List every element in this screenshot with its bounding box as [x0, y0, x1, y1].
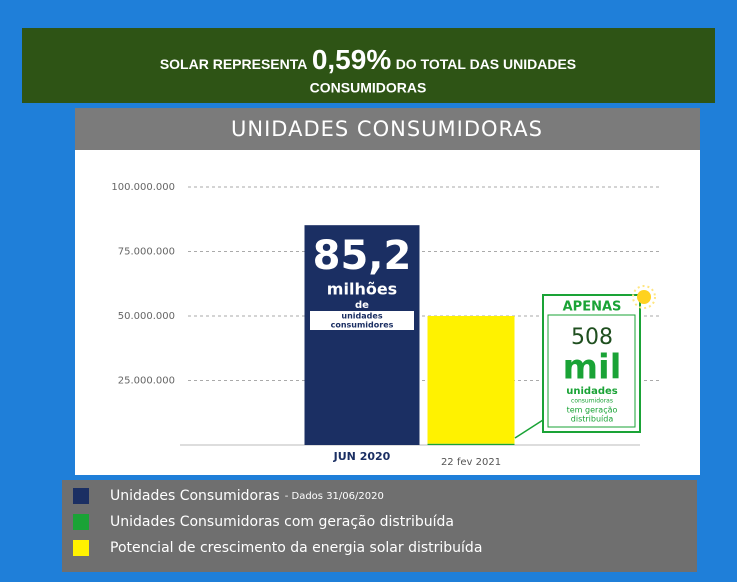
legend-entry: Unidades Consumidoras com geração distri…: [110, 514, 454, 530]
sun-icon: [632, 285, 656, 309]
banner-tail: DO TOTAL DAS UNIDADES: [396, 56, 576, 72]
plot: 25.000.000 50.000.000 75.000.000 100.000.00…: [111, 182, 660, 468]
bar-label-of: de: [355, 300, 369, 311]
legend-swatch: [73, 540, 89, 556]
legend-swatch: [73, 488, 89, 504]
chart-title: UNIDADES CONSUMIDORAS: [231, 117, 543, 141]
banner-highlight: 0,59%: [312, 44, 391, 75]
callout-desc: tem geração: [567, 406, 618, 415]
bar: [427, 315, 515, 444]
banner-lead: SOLAR REPRESENTA: [160, 56, 308, 72]
y-tick-label: 75.000.000: [118, 247, 175, 258]
legend-label: Potencial de crescimento da energia sola…: [110, 540, 482, 556]
y-tick-label: 50.000.000: [118, 311, 175, 322]
legend-entry: Potencial de crescimento da energia sola…: [110, 540, 482, 556]
bar: [304, 225, 420, 445]
legend-panel: [62, 480, 697, 572]
bar-label-desc: unidades: [341, 312, 382, 321]
callout-box: [542, 294, 641, 433]
y-tick-label: 100.000.000: [111, 182, 175, 193]
callout-head: APENAS: [563, 300, 622, 315]
callout-inner: [547, 314, 636, 428]
callout-desc: consumidoras: [571, 398, 613, 405]
callout-number: 508: [571, 325, 613, 350]
legend-label: Unidades Consumidoras: [110, 488, 280, 504]
legend-label: Unidades Consumidoras com geração distri…: [110, 514, 454, 530]
callout-desc: distribuída: [571, 415, 614, 424]
legend-swatch: [73, 514, 89, 530]
legend-entry: Unidades Consumidoras - Dados 31/06/2020: [110, 488, 384, 504]
callout-connector: [514, 419, 544, 439]
title-bar: [75, 108, 700, 150]
bar-label-unit: milhões: [327, 280, 397, 299]
banner-line1: SOLAR REPRESENTA 0,59% DO TOTAL DAS UNID…: [160, 44, 576, 75]
callout-unit: mil: [563, 348, 622, 388]
bar-label-desc: consumidores: [331, 321, 394, 330]
x-tick-label: JUN 2020: [333, 450, 391, 463]
y-tick-label: 25.000.000: [118, 376, 175, 387]
banner: [22, 28, 715, 103]
legend-note: - Dados 31/06/2020: [285, 491, 384, 502]
bar: [427, 443, 515, 445]
x-tick-label: 22 fev 2021: [441, 457, 501, 468]
legend: Unidades Consumidoras - Dados 31/06/2020U…: [73, 488, 482, 556]
banner-line2: CONSUMIDORAS: [310, 80, 427, 96]
bar-label-box: [310, 311, 414, 330]
bar-label-number: 85,2: [313, 233, 412, 279]
callout-desc: unidades: [566, 386, 618, 397]
